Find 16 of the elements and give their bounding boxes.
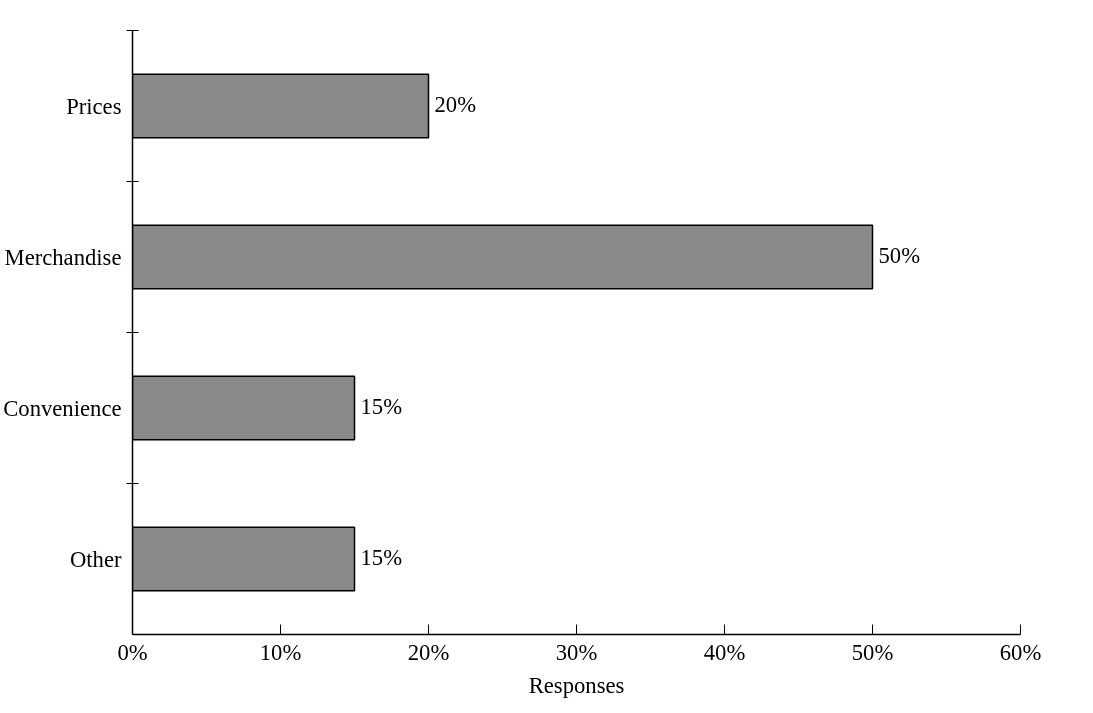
- y-tick-label: Convenience: [3, 395, 122, 421]
- x-tick-label: 30%: [555, 639, 598, 665]
- y-tick-label: Merchandise: [4, 244, 122, 270]
- x-tick-label: 10%: [259, 639, 302, 665]
- y-tick-label: Prices: [66, 93, 122, 119]
- x-tick-label: 50%: [851, 639, 894, 665]
- x-tick-label: 0%: [117, 639, 148, 665]
- data-label: 15%: [360, 545, 403, 570]
- y-tick-label: Other: [69, 546, 122, 572]
- x-tick-label: 20%: [407, 639, 450, 665]
- data-label: 20%: [434, 92, 477, 117]
- x-tick-label: 60%: [999, 639, 1042, 665]
- x-tick-label: 40%: [703, 639, 746, 665]
- x-axis-title: Responses: [528, 672, 625, 698]
- data-label: 50%: [878, 243, 921, 268]
- data-label: 15%: [360, 394, 403, 419]
